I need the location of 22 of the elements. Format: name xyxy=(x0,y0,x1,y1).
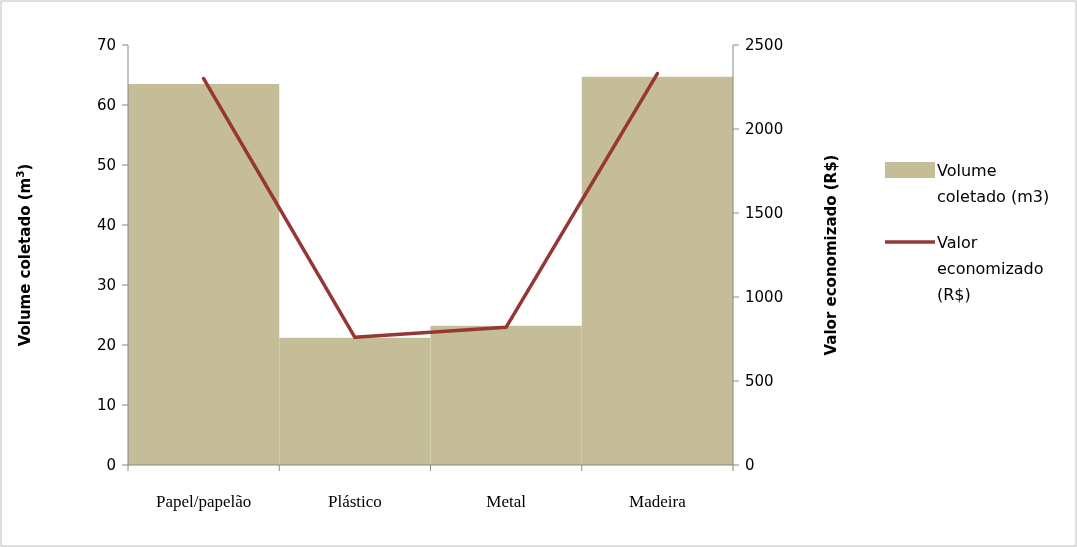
y2-axis-title: Valor economizado (R$) xyxy=(822,154,840,356)
x-tick-label: Madeira xyxy=(629,492,687,511)
x-tick-label: Plástico xyxy=(327,492,382,511)
y-tick-label: 70 xyxy=(96,36,116,55)
y-tick-label: 0 xyxy=(106,456,116,475)
y-tick-label: 40 xyxy=(96,216,116,235)
y2-tick-label: 1500 xyxy=(745,204,784,223)
y2-tick-label: 2500 xyxy=(745,36,784,55)
legend-label: Valor economizado (R$) xyxy=(937,232,1044,304)
x-tick-label: Papel/papelão xyxy=(155,492,252,511)
y-tick-label: 20 xyxy=(96,336,116,355)
line-series xyxy=(201,71,660,340)
y-tick-label: 10 xyxy=(96,396,116,415)
y-tick-label: 30 xyxy=(96,276,116,295)
y2-tick-label: 500 xyxy=(745,372,774,391)
x-tick-label: Metal xyxy=(486,492,527,511)
y2-tick-label: 0 xyxy=(745,456,755,475)
y-tick-label: 50 xyxy=(96,156,116,175)
y2-tick-label: 2000 xyxy=(745,120,784,139)
y-tick-label: 60 xyxy=(96,96,116,115)
legend-label: Volume coletado (m3) xyxy=(937,160,1050,206)
y2-tick-label: 1000 xyxy=(745,288,784,307)
